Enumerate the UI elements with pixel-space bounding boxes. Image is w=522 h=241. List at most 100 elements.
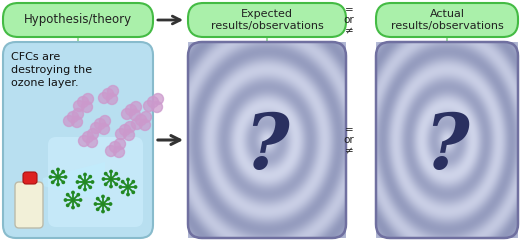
Circle shape [127,178,129,181]
Circle shape [79,199,82,201]
Circle shape [77,204,79,207]
Circle shape [139,120,150,130]
Circle shape [72,116,82,127]
Circle shape [132,119,143,129]
Circle shape [117,178,120,180]
Circle shape [97,208,99,210]
Circle shape [64,115,75,127]
Circle shape [104,183,107,186]
FancyBboxPatch shape [3,3,153,37]
Circle shape [82,94,93,105]
Circle shape [110,170,112,173]
Circle shape [64,199,67,201]
Circle shape [77,96,89,107]
Circle shape [49,176,52,178]
Circle shape [136,114,147,126]
Circle shape [100,115,111,127]
Circle shape [77,194,79,196]
Text: ?: ? [245,111,289,185]
FancyBboxPatch shape [188,3,346,37]
Circle shape [113,147,125,158]
Circle shape [84,188,86,191]
Circle shape [73,108,84,120]
Circle shape [90,122,101,134]
Circle shape [107,197,110,200]
FancyBboxPatch shape [15,182,43,228]
Circle shape [89,186,91,188]
Circle shape [102,178,105,180]
Polygon shape [43,162,105,202]
Circle shape [78,186,81,188]
Circle shape [132,191,135,194]
Circle shape [72,206,74,209]
Circle shape [66,204,69,207]
Text: Actual
results/observations: Actual results/observations [390,9,503,31]
Circle shape [110,141,121,153]
Text: CFCs are
destroying the
ozone layer.: CFCs are destroying the ozone layer. [11,52,92,87]
Circle shape [82,132,93,142]
Circle shape [122,191,124,194]
Circle shape [52,170,54,173]
Circle shape [78,175,81,178]
Circle shape [134,186,137,188]
Circle shape [115,128,126,140]
Circle shape [115,173,117,175]
Circle shape [99,123,110,134]
Circle shape [62,181,65,183]
Circle shape [57,168,59,171]
Circle shape [76,181,79,183]
Text: ?: ? [424,111,469,185]
Circle shape [108,86,118,96]
Circle shape [81,101,92,113]
FancyBboxPatch shape [376,3,518,37]
Circle shape [102,210,104,213]
Circle shape [94,203,97,205]
Circle shape [91,181,94,183]
Circle shape [144,100,155,112]
Circle shape [151,101,162,113]
Text: =
or
≠: = or ≠ [343,125,354,155]
Circle shape [104,173,107,175]
Circle shape [125,105,136,115]
Circle shape [120,186,122,188]
Circle shape [88,128,99,140]
Circle shape [127,193,129,196]
FancyBboxPatch shape [23,172,37,184]
Circle shape [94,119,105,129]
Text: Expected
results/observations: Expected results/observations [210,9,323,31]
Circle shape [102,195,104,198]
Circle shape [124,129,135,141]
Circle shape [74,100,85,112]
Circle shape [152,94,163,105]
Circle shape [140,112,151,122]
Circle shape [99,93,110,103]
Circle shape [102,88,113,100]
Circle shape [148,96,159,107]
Circle shape [130,101,141,113]
Text: =
or
≠: = or ≠ [343,5,354,35]
Circle shape [87,136,98,147]
Circle shape [132,181,135,183]
Circle shape [114,139,125,149]
Circle shape [106,94,117,105]
Circle shape [129,109,140,120]
Circle shape [52,181,54,183]
FancyBboxPatch shape [48,137,143,227]
Circle shape [78,135,89,147]
Circle shape [57,183,59,186]
Circle shape [84,173,86,176]
Circle shape [125,121,136,133]
Circle shape [67,112,78,122]
Circle shape [89,175,91,178]
Circle shape [66,194,69,196]
Circle shape [109,203,112,205]
Circle shape [122,108,133,120]
Circle shape [115,183,117,186]
Circle shape [72,191,74,194]
Circle shape [110,185,112,188]
Circle shape [120,125,130,135]
Circle shape [62,170,65,173]
Text: Hypothesis/theory: Hypothesis/theory [24,13,132,27]
Circle shape [97,197,99,200]
Circle shape [107,208,110,210]
